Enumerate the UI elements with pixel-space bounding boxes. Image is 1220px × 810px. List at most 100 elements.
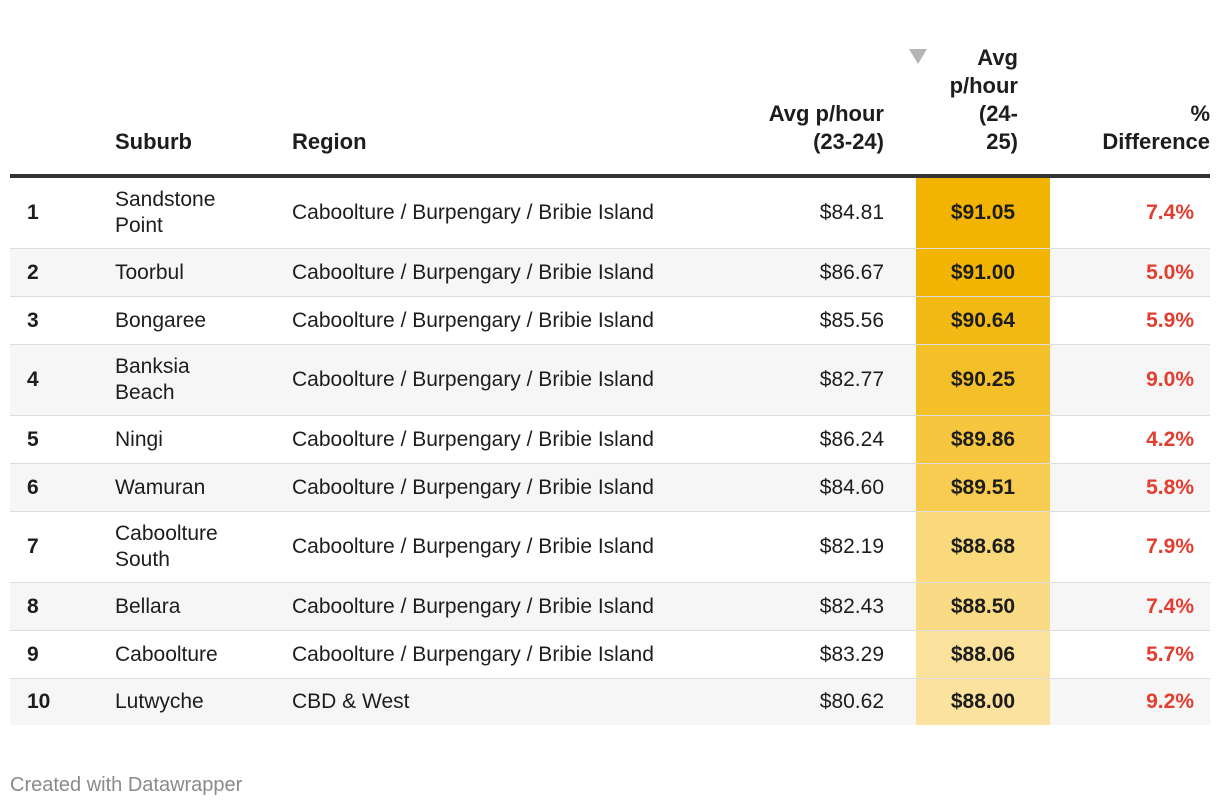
avg-23-24-cell: $86.24 [819,427,884,451]
header-avg-23-24-line1: Avg p/hour [768,101,884,126]
region-cell: Caboolture / Burpengary / Bribie Island [292,535,654,558]
table-body: 1 Sandstone Point Caboolture / Burpengary /… [10,178,1210,725]
table-row: 2 Toorbul Caboolture / Burpengary / Bribie… [10,249,1210,297]
difference-cell: 5.9% [1146,308,1194,332]
rank-cell: 10 [27,690,51,713]
avg-24-25-cell: $88.50 [916,583,1050,630]
suburb-line1: Bongaree [115,308,207,332]
difference-cell: 5.0% [1146,260,1194,284]
rank-cell: 4 [27,368,39,391]
table-row: 6 Wamuran Caboolture / Burpengary / Bribie… [10,464,1210,512]
avg-23-24-cell: $82.19 [819,535,884,558]
region-cell: CBD & West [292,690,410,713]
rank-cell: 5 [27,427,39,451]
suburb-cell: Bongaree [115,297,265,344]
avg-23-24-cell: $82.43 [819,594,884,618]
region-cell: Caboolture / Burpengary / Bribie Island [292,368,654,391]
difference-cell: 5.8% [1146,475,1194,499]
table-row: 4 Banksia Beach Caboolture / Burpengary / B… [10,345,1210,416]
region-cell: Caboolture / Burpengary / Bribie Island [292,594,654,618]
suburb-cell: Wamuran [115,464,265,511]
suburb-line1: Lutwyche [115,690,204,713]
table-header: Suburb Region Avg p/hour (23-24) Avg p/h… [10,0,1210,174]
suburb-line1: Banksia [115,355,190,378]
table-row: 5 Ningi Caboolture / Burpengary / Bribie I… [10,416,1210,464]
header-difference-line1: % [1190,101,1210,126]
avg-23-24-cell: $85.56 [819,308,884,332]
avg-23-24-cell: $86.67 [819,260,884,284]
region-cell: Caboolture / Burpengary / Bribie Island [292,260,654,284]
difference-cell: 9.2% [1146,690,1194,713]
suburb-line2: South [115,548,170,571]
difference-cell: 7.9% [1146,535,1194,558]
avg-24-25-cell: $91.00 [916,249,1050,296]
avg-24-25-cell: $89.51 [916,464,1050,511]
sort-desc-icon [909,49,927,64]
region-cell: Caboolture / Burpengary / Bribie Island [292,308,654,332]
suburb-cell: Bellara [115,583,265,630]
suburb-line1: Ningi [115,427,163,451]
suburb-cell: Caboolture [115,631,265,678]
header-region[interactable]: Region [292,129,367,154]
avg-24-25-cell: $88.00 [916,679,1050,725]
header-avg-24-25[interactable]: Avg p/hour (24- 25) [909,44,1018,156]
data-table: Suburb Region Avg p/hour (23-24) Avg p/h… [10,0,1210,725]
rank-cell: 8 [27,594,39,618]
rank-cell: 6 [27,475,39,499]
table-row: 8 Bellara Caboolture / Burpengary / Bribie… [10,583,1210,631]
rank-cell: 9 [27,642,39,666]
difference-cell: 9.0% [1146,368,1194,391]
avg-23-24-cell: $83.29 [819,642,884,666]
avg-24-25-cell: $91.05 [916,178,1050,248]
avg-24-25-cell: $88.06 [916,631,1050,678]
datawrapper-credit[interactable]: Created with Datawrapper [10,774,243,796]
rank-cell: 7 [27,535,39,558]
avg-24-25-cell: $88.68 [916,512,1050,582]
avg-23-24-cell: $84.60 [819,475,884,499]
difference-cell: 7.4% [1146,201,1194,224]
header-avg-23-24[interactable]: Avg p/hour (23-24) [769,100,884,156]
suburb-line1: Bellara [115,594,181,618]
suburb-line2: Beach [115,381,175,404]
avg-24-25-cell: $90.64 [916,297,1050,344]
region-cell: Caboolture / Burpengary / Bribie Island [292,201,654,224]
header-avg-23-24-line2: (23-24) [813,129,884,154]
header-difference-line2: Difference [1102,129,1210,154]
rank-cell: 2 [27,260,39,284]
suburb-line1: Sandstone [115,188,216,211]
suburb-line1: Wamuran [115,475,206,499]
suburb-cell: Banksia Beach [115,345,265,415]
table-row: 7 Caboolture South Caboolture / Burpengary … [10,512,1210,583]
suburb-line1: Toorbul [115,260,184,284]
header-avg-24-25-line3: (24- [978,101,1018,126]
suburb-cell: Caboolture South [115,512,265,582]
header-avg-24-25-line2: p/hour [949,73,1018,98]
difference-cell: 4.2% [1146,427,1194,451]
difference-cell: 5.7% [1146,642,1194,666]
suburb-line1: Caboolture [115,522,218,545]
header-avg-24-25-line1: Avg [977,45,1018,70]
avg-24-25-cell: $89.86 [916,416,1050,463]
table-row: 10 Lutwyche CBD & West $80.62 $88.00 9.2% [10,679,1210,725]
region-cell: Caboolture / Burpengary / Bribie Island [292,427,654,451]
suburb-cell: Ningi [115,416,265,463]
rank-cell: 1 [27,201,39,224]
avg-23-24-cell: $80.62 [819,690,884,713]
suburb-line1: Caboolture [115,642,218,666]
header-rule [10,174,1210,178]
region-cell: Caboolture / Burpengary / Bribie Island [292,642,654,666]
suburb-cell: Toorbul [115,249,265,296]
header-difference[interactable]: % Difference [1070,100,1210,156]
avg-23-24-cell: $84.81 [819,201,884,224]
header-avg-24-25-line4: 25) [986,129,1018,154]
table-row: 3 Bongaree Caboolture / Burpengary / Bribi… [10,297,1210,345]
table-row: 9 Caboolture Caboolture / Burpengary / Bri… [10,631,1210,679]
avg-24-25-cell: $90.25 [916,345,1050,415]
avg-23-24-cell: $82.77 [819,368,884,391]
header-suburb[interactable]: Suburb [115,129,192,154]
suburb-cell: Lutwyche [115,679,265,725]
rank-cell: 3 [27,308,39,332]
suburb-line2: Point [115,214,163,237]
region-cell: Caboolture / Burpengary / Bribie Island [292,475,654,499]
suburb-cell: Sandstone Point [115,178,265,248]
